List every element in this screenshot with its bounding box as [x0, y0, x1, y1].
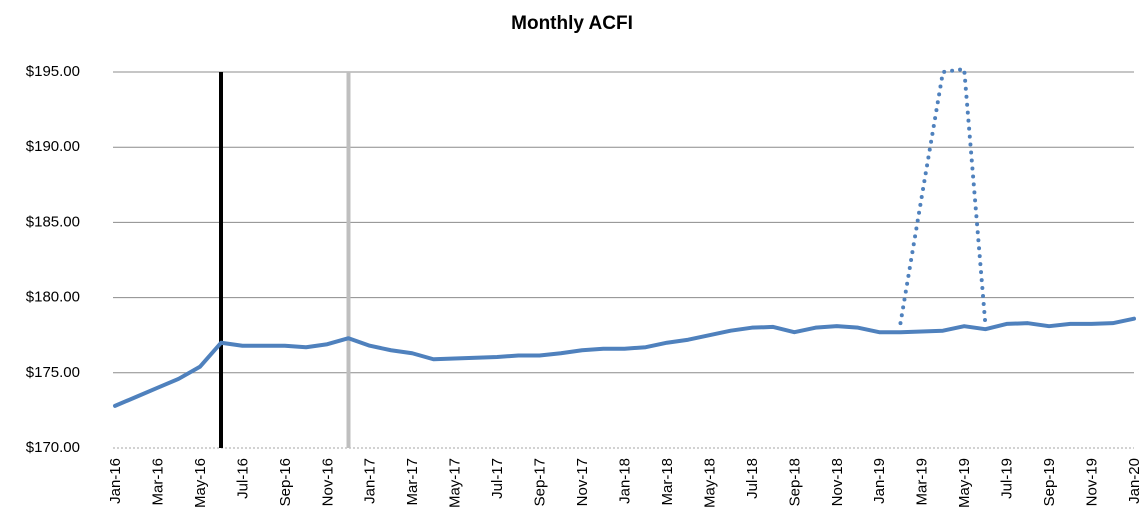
x-tick-label: May-17 [447, 458, 464, 508]
data-line [113, 316, 1136, 408]
x-tick-label: Nov-16 [319, 458, 336, 506]
x-tick-label: Sep-18 [786, 458, 803, 506]
x-tick-label: Mar-16 [149, 458, 166, 506]
grid: $170.00 $175.00 $180.00 $185.00 $190.00 $195.… [26, 63, 1143, 508]
x-tick-label: Mar-19 [914, 458, 931, 506]
x-tick-label: Sep-17 [532, 458, 549, 506]
x-tick-label: Jan-17 [362, 458, 379, 504]
x-tick-label: May-18 [701, 458, 718, 508]
x-tick-label: Jul-16 [234, 458, 251, 499]
data-line [898, 66, 988, 327]
x-tick-label: Jan-19 [871, 458, 888, 504]
x-tick-label: Sep-16 [277, 458, 294, 506]
x-tick-label: Mar-18 [659, 458, 676, 506]
x-tick-label: May-16 [192, 458, 209, 508]
x-tick-label: Jan-18 [616, 458, 633, 504]
x-tick-label: Nov-19 [1084, 458, 1101, 506]
y-tick-label: $185.00 [26, 213, 80, 230]
x-tick-label: Jan-20 [1126, 458, 1143, 504]
x-tick-label: Mar-17 [404, 458, 421, 506]
x-tick-label: Nov-18 [829, 458, 846, 506]
x-tick-label: Jul-19 [999, 458, 1016, 499]
y-tick-label: $170.00 [26, 439, 80, 456]
y-tick-label: $195.00 [26, 63, 80, 80]
y-tick-label: $180.00 [26, 289, 80, 306]
y-tick-label: $175.00 [26, 364, 80, 381]
chart-title: Monthly ACFI [511, 13, 633, 34]
x-tick-label: Sep-19 [1041, 458, 1058, 506]
x-tick-label: Jan-16 [107, 458, 124, 504]
x-tick-label: Nov-17 [574, 458, 591, 506]
x-tick-label: Jul-17 [489, 458, 506, 499]
plot [113, 66, 1136, 408]
y-tick-label: $190.00 [26, 138, 80, 155]
x-tick-label: Jul-18 [744, 458, 761, 499]
x-tick-label: May-19 [956, 458, 973, 508]
